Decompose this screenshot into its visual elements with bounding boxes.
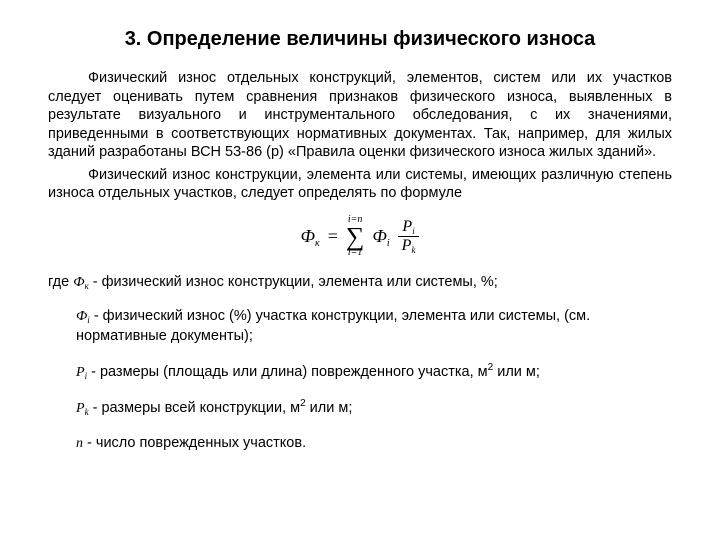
def-4-text-b: или м; <box>306 400 353 416</box>
sym-p-i-inline: Pi <box>76 365 87 380</box>
sym-phi-i-inline: Фi <box>76 309 90 324</box>
p-den-sub: k <box>411 245 415 255</box>
sym-phi-i: Ф <box>372 226 386 246</box>
p-den: P <box>402 237 412 254</box>
def-1: где Фк - физический износ конструкции, э… <box>48 273 672 293</box>
def-2-text: - физический износ (%) участка конструкц… <box>76 308 590 344</box>
sym-sub-i: i <box>387 238 390 249</box>
equals: = <box>328 226 338 247</box>
fraction-denominator: Pk <box>398 236 420 255</box>
sym-p-k-inline: Pk <box>76 401 89 416</box>
def-3: Pi - размеры (площадь или длина) поврежд… <box>48 361 672 383</box>
def-4-text-a: - размеры всей конструкции, м <box>93 400 301 416</box>
def-3-text-b: или м; <box>493 364 540 380</box>
p-num-sub: i <box>412 226 415 236</box>
phi-i: Фi <box>372 226 389 247</box>
summation: i=n ∑ i=1 <box>346 215 365 258</box>
p-num: P <box>402 218 412 235</box>
def-2: Фi - физический износ (%) участка констр… <box>48 307 672 346</box>
def-5: n - число поврежденных участков. <box>48 434 672 454</box>
sigma-icon: ∑ <box>346 225 365 248</box>
formula: Фк = i=n ∑ i=1 Фi Pi Pk <box>301 215 420 258</box>
fraction-numerator: Pi <box>398 218 418 236</box>
sum-lower: i=1 <box>348 248 363 258</box>
definitions: где Фк - физический износ конструкции, э… <box>48 273 672 454</box>
paragraph-2: Физический износ конструкции, элемента и… <box>48 166 672 203</box>
def-3-text-a: - размеры (площадь или длина) поврежденн… <box>91 364 488 380</box>
def-4: Pk - размеры всей конструкции, м2 или м; <box>48 397 672 419</box>
where-label: где <box>48 274 69 290</box>
def-1-text: - физический износ конструкции, элемента… <box>93 274 498 290</box>
section-heading: 3. Определение величины физического изно… <box>48 28 672 51</box>
formula-block: Фк = i=n ∑ i=1 Фi Pi Pk <box>48 215 672 258</box>
sym-phi-k-inline: Фк <box>73 275 88 290</box>
formula-lhs: Фк <box>301 226 320 247</box>
paragraph-1: Физический износ отдельных конструкций, … <box>48 69 672 162</box>
sym-n: n <box>76 436 83 451</box>
document-page: 3. Определение величины физического изно… <box>0 0 720 488</box>
sym-phi: Ф <box>301 226 315 246</box>
def-5-text: - число поврежденных участков. <box>83 435 306 451</box>
fraction: Pi Pk <box>398 218 420 255</box>
sym-sub-k: к <box>315 238 320 249</box>
